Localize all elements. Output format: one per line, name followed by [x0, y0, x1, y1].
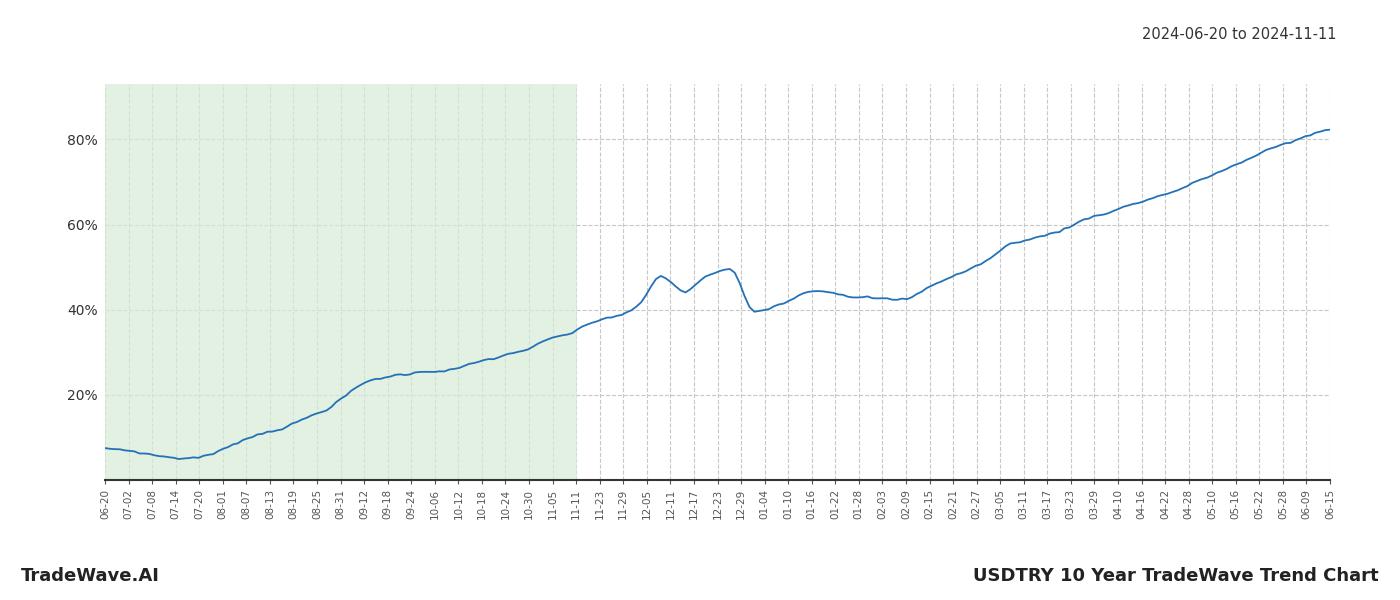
- Bar: [105, 84, 577, 480]
- Text: 2024-06-20 to 2024-11-11: 2024-06-20 to 2024-11-11: [1142, 27, 1337, 42]
- Text: USDTRY 10 Year TradeWave Trend Chart: USDTRY 10 Year TradeWave Trend Chart: [973, 567, 1379, 585]
- Text: TradeWave.AI: TradeWave.AI: [21, 567, 160, 585]
